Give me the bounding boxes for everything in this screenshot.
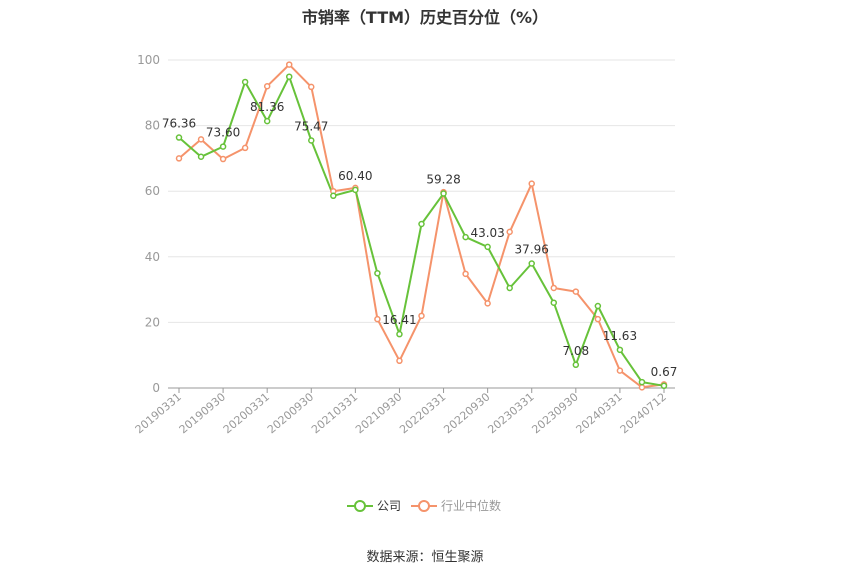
company-point bbox=[175, 134, 183, 141]
company-point bbox=[263, 117, 271, 125]
company-point bbox=[638, 378, 646, 386]
x-tick-label: 20230930 bbox=[529, 390, 580, 436]
company-point bbox=[616, 346, 624, 354]
industry-median-point bbox=[418, 312, 425, 320]
x-tick-label: 20230331 bbox=[485, 390, 536, 436]
data-label: 43.03 bbox=[470, 226, 504, 240]
y-tick-label: 60 bbox=[145, 184, 160, 198]
company-point bbox=[330, 192, 337, 200]
data-label: 16.41 bbox=[382, 313, 416, 327]
industry-median-point bbox=[594, 315, 602, 323]
x-tick-label: 20240712 bbox=[618, 390, 669, 436]
data-label: 60.40 bbox=[338, 169, 372, 183]
legend-label-company: 公司 bbox=[377, 499, 402, 513]
company-point bbox=[241, 78, 249, 86]
legend-item-industry-median[interactable]: 行业中位数 bbox=[411, 497, 501, 514]
industry-median-point bbox=[550, 284, 558, 292]
data-label: 7.08 bbox=[562, 344, 589, 358]
y-tick-label: 40 bbox=[145, 250, 160, 264]
industry-median-point bbox=[638, 384, 646, 391]
series-points bbox=[175, 61, 668, 391]
x-tick-label: 20200930 bbox=[265, 390, 316, 436]
data-label: 37.96 bbox=[515, 242, 549, 256]
company-point bbox=[374, 269, 381, 277]
data-label: 76.36 bbox=[162, 117, 196, 131]
industry-median-point bbox=[219, 155, 227, 163]
company-point bbox=[484, 243, 491, 251]
x-tick-label: 20210331 bbox=[309, 390, 360, 436]
company-point bbox=[285, 73, 293, 80]
industry-median-point bbox=[506, 228, 513, 236]
industry-median-point bbox=[175, 155, 183, 162]
industry-median-point bbox=[197, 136, 205, 143]
legend-swatch-industry-median bbox=[411, 499, 437, 513]
legend-label-industry-median: 行业中位数 bbox=[441, 499, 502, 513]
company-point bbox=[197, 153, 205, 161]
industry-median-point bbox=[374, 315, 381, 323]
x-tick-label: 20200331 bbox=[221, 390, 272, 436]
legend: 公司 行业中位数 bbox=[0, 497, 850, 515]
x-tick-label: 20220930 bbox=[441, 390, 492, 436]
y-tick-label: 80 bbox=[145, 119, 160, 133]
y-axis-ticks: 0 20 40 60 80 100 bbox=[137, 53, 160, 395]
data-labels: 76.36 73.60 81.36 75.47 60.40 16.41 59.28 43.03… bbox=[162, 100, 678, 379]
data-source: 数据来源：恒生聚源 bbox=[366, 550, 484, 565]
company-point bbox=[550, 299, 558, 306]
company-point bbox=[418, 220, 425, 228]
company-point bbox=[308, 137, 315, 144]
company-point bbox=[660, 382, 668, 390]
data-label: 11.63 bbox=[603, 329, 637, 343]
data-label: 59.28 bbox=[426, 173, 460, 187]
industry-median-point bbox=[241, 144, 249, 152]
grid-lines bbox=[168, 59, 675, 323]
legend-item-company[interactable]: 公司 bbox=[347, 497, 401, 514]
x-tick-label: 20240331 bbox=[574, 390, 625, 436]
company-point bbox=[219, 143, 227, 150]
x-tick-label: 20190930 bbox=[177, 390, 228, 436]
company-point bbox=[594, 302, 602, 310]
y-tick-label: 0 bbox=[152, 381, 160, 395]
company-point bbox=[440, 190, 447, 197]
company-point bbox=[506, 284, 513, 292]
company-point bbox=[572, 361, 580, 369]
industry-median-point bbox=[528, 180, 535, 187]
data-label: 73.60 bbox=[206, 126, 240, 140]
data-label: 75.47 bbox=[294, 119, 328, 133]
x-tick-label: 20190331 bbox=[133, 390, 184, 436]
industry-median-point bbox=[462, 270, 469, 278]
company-point bbox=[462, 233, 469, 241]
x-tick-label: 20210930 bbox=[353, 390, 404, 436]
company-line bbox=[178, 75, 665, 387]
data-label: 81.36 bbox=[250, 100, 284, 114]
company-point bbox=[528, 260, 535, 267]
company-point bbox=[352, 186, 359, 194]
legend-swatch-company bbox=[347, 499, 373, 513]
industry-median-point bbox=[572, 288, 580, 295]
data-label: 0.67 bbox=[651, 365, 678, 379]
company-point bbox=[396, 330, 403, 338]
y-tick-label: 20 bbox=[145, 315, 160, 329]
industry-median-point bbox=[308, 83, 315, 91]
industry-median-point bbox=[263, 82, 271, 90]
industry-median-point bbox=[396, 357, 403, 365]
industry-median-point bbox=[285, 61, 293, 68]
chart-title: 市销率（TTM）历史百分位（%） bbox=[301, 8, 549, 27]
x-tick-label: 20220331 bbox=[397, 390, 448, 436]
industry-median-point bbox=[616, 367, 624, 374]
y-tick-label: 100 bbox=[137, 53, 160, 67]
industry-median-point bbox=[484, 300, 491, 307]
x-axis: 2019033120190930202003312020093020210331… bbox=[133, 387, 675, 436]
